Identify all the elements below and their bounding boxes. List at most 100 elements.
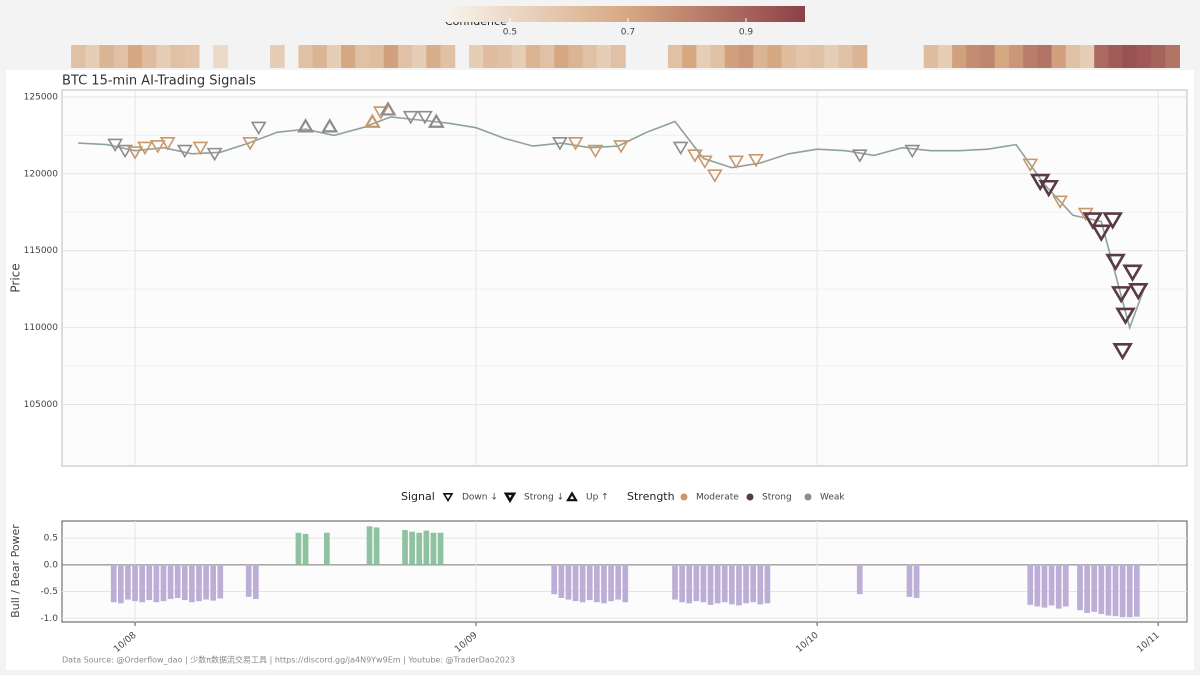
legend-label: Up ↑: [586, 493, 609, 503]
power-bar: [174, 564, 181, 598]
signal-marker: [748, 153, 764, 168]
confidence-cell: [142, 45, 157, 68]
y-axis-label: Bull / Bear Power: [9, 524, 22, 618]
power-bar: [913, 564, 920, 598]
signal-marker: [1082, 212, 1104, 230]
y-tick-label: 105000: [24, 400, 59, 410]
confidence-cell: [682, 45, 697, 68]
power-bar: [1048, 564, 1055, 606]
colorbar: [445, 6, 805, 22]
confidence-cell: [781, 45, 797, 68]
confidence-cell: [1108, 45, 1124, 68]
power-bar: [373, 527, 380, 565]
signal-marker: [567, 137, 584, 151]
signal-marker: [696, 155, 713, 169]
power-bar: [1027, 564, 1034, 605]
signal-marker: [706, 169, 723, 183]
confidence-cell: [1122, 45, 1138, 68]
signal-marker: [1112, 342, 1133, 361]
confidence-cell: [1023, 45, 1038, 68]
signal-marker: [372, 106, 389, 120]
signal-marker: [1122, 264, 1143, 282]
confidence-cell: [213, 45, 228, 68]
signal-marker: [159, 137, 176, 151]
confidence-cell: [85, 45, 101, 68]
confidence-cell: [127, 45, 143, 68]
signal-marker: [1102, 212, 1123, 230]
signal-marker: [176, 144, 193, 159]
confidence-cell: [426, 45, 442, 68]
power-bar: [558, 564, 565, 598]
y-tick-label: 120000: [24, 169, 59, 179]
confidence-cell: [937, 45, 953, 68]
confidence-cell: [540, 45, 555, 68]
power-bar: [1084, 564, 1090, 613]
confidence-cell: [696, 45, 712, 68]
signal-marker: [613, 140, 629, 154]
power-bar: [132, 564, 138, 602]
power-bar: [757, 564, 764, 605]
confidence-cell: [582, 45, 598, 68]
power-bar: [210, 564, 217, 601]
power-bar: [409, 531, 415, 565]
signal-marker: [242, 137, 259, 151]
power-bar: [203, 564, 209, 600]
confidence-cell: [412, 45, 427, 68]
confidence-cell: [497, 45, 513, 68]
power-bar: [196, 564, 202, 602]
power-bar: [1041, 564, 1048, 608]
power-bar: [572, 564, 579, 602]
confidence-cell: [511, 45, 527, 68]
power-bar: [181, 564, 188, 601]
confidence-cell: [980, 45, 996, 68]
legend-label: Down ↓: [462, 493, 498, 503]
power-bar: [679, 564, 685, 603]
signal-marker: [1022, 158, 1039, 173]
power-bar: [764, 564, 771, 604]
confidence-cell: [71, 45, 86, 68]
confidence-cell: [767, 45, 783, 68]
colorbar-tick-label: 0.9: [739, 28, 754, 38]
confidence-cell: [824, 45, 839, 68]
legend-symbol: [503, 492, 517, 504]
confidence-cell: [1094, 45, 1109, 68]
confidence-cell: [468, 45, 484, 68]
power-bar: [1062, 564, 1069, 607]
power-bar: [110, 564, 117, 603]
confidence-cell: [795, 45, 811, 68]
power-bar: [1105, 564, 1112, 616]
signal-marker: [552, 137, 568, 151]
power-bar: [551, 564, 558, 595]
footer-note: Data Source: @Orderflow_dao | 少数π数据流交易工具…: [62, 655, 515, 665]
power-bar: [594, 564, 600, 603]
chart-title: BTC 15-min AI-Trading Signals: [62, 74, 256, 89]
power-bar: [856, 564, 863, 595]
power-bar: [672, 564, 678, 600]
price-plot-area: [61, 89, 1188, 467]
power-bar: [707, 564, 714, 605]
power-bar: [736, 564, 742, 606]
power-bar: [906, 564, 913, 597]
power-bar: [608, 564, 614, 602]
power-bar: [1112, 564, 1119, 617]
signal-marker: [137, 141, 153, 156]
legend-symbol: [804, 493, 812, 501]
signal-marker: [250, 121, 267, 136]
signal-marker: [192, 141, 209, 156]
confidence-cell: [99, 45, 115, 68]
confidence-cell: [355, 45, 371, 68]
signal-marker: [206, 147, 223, 162]
power-bar: [750, 564, 757, 603]
confidence-cell: [952, 45, 967, 68]
confidence-cell: [852, 45, 868, 68]
power-bar: [693, 564, 700, 602]
y-tick-label: -0.5: [40, 587, 58, 597]
confidence-cell: [270, 45, 285, 68]
signal-marker: [402, 110, 419, 125]
power-bar: [189, 564, 195, 603]
confidence-cell: [724, 45, 740, 68]
power-bar: [615, 564, 622, 600]
confidence-cell: [383, 45, 399, 68]
